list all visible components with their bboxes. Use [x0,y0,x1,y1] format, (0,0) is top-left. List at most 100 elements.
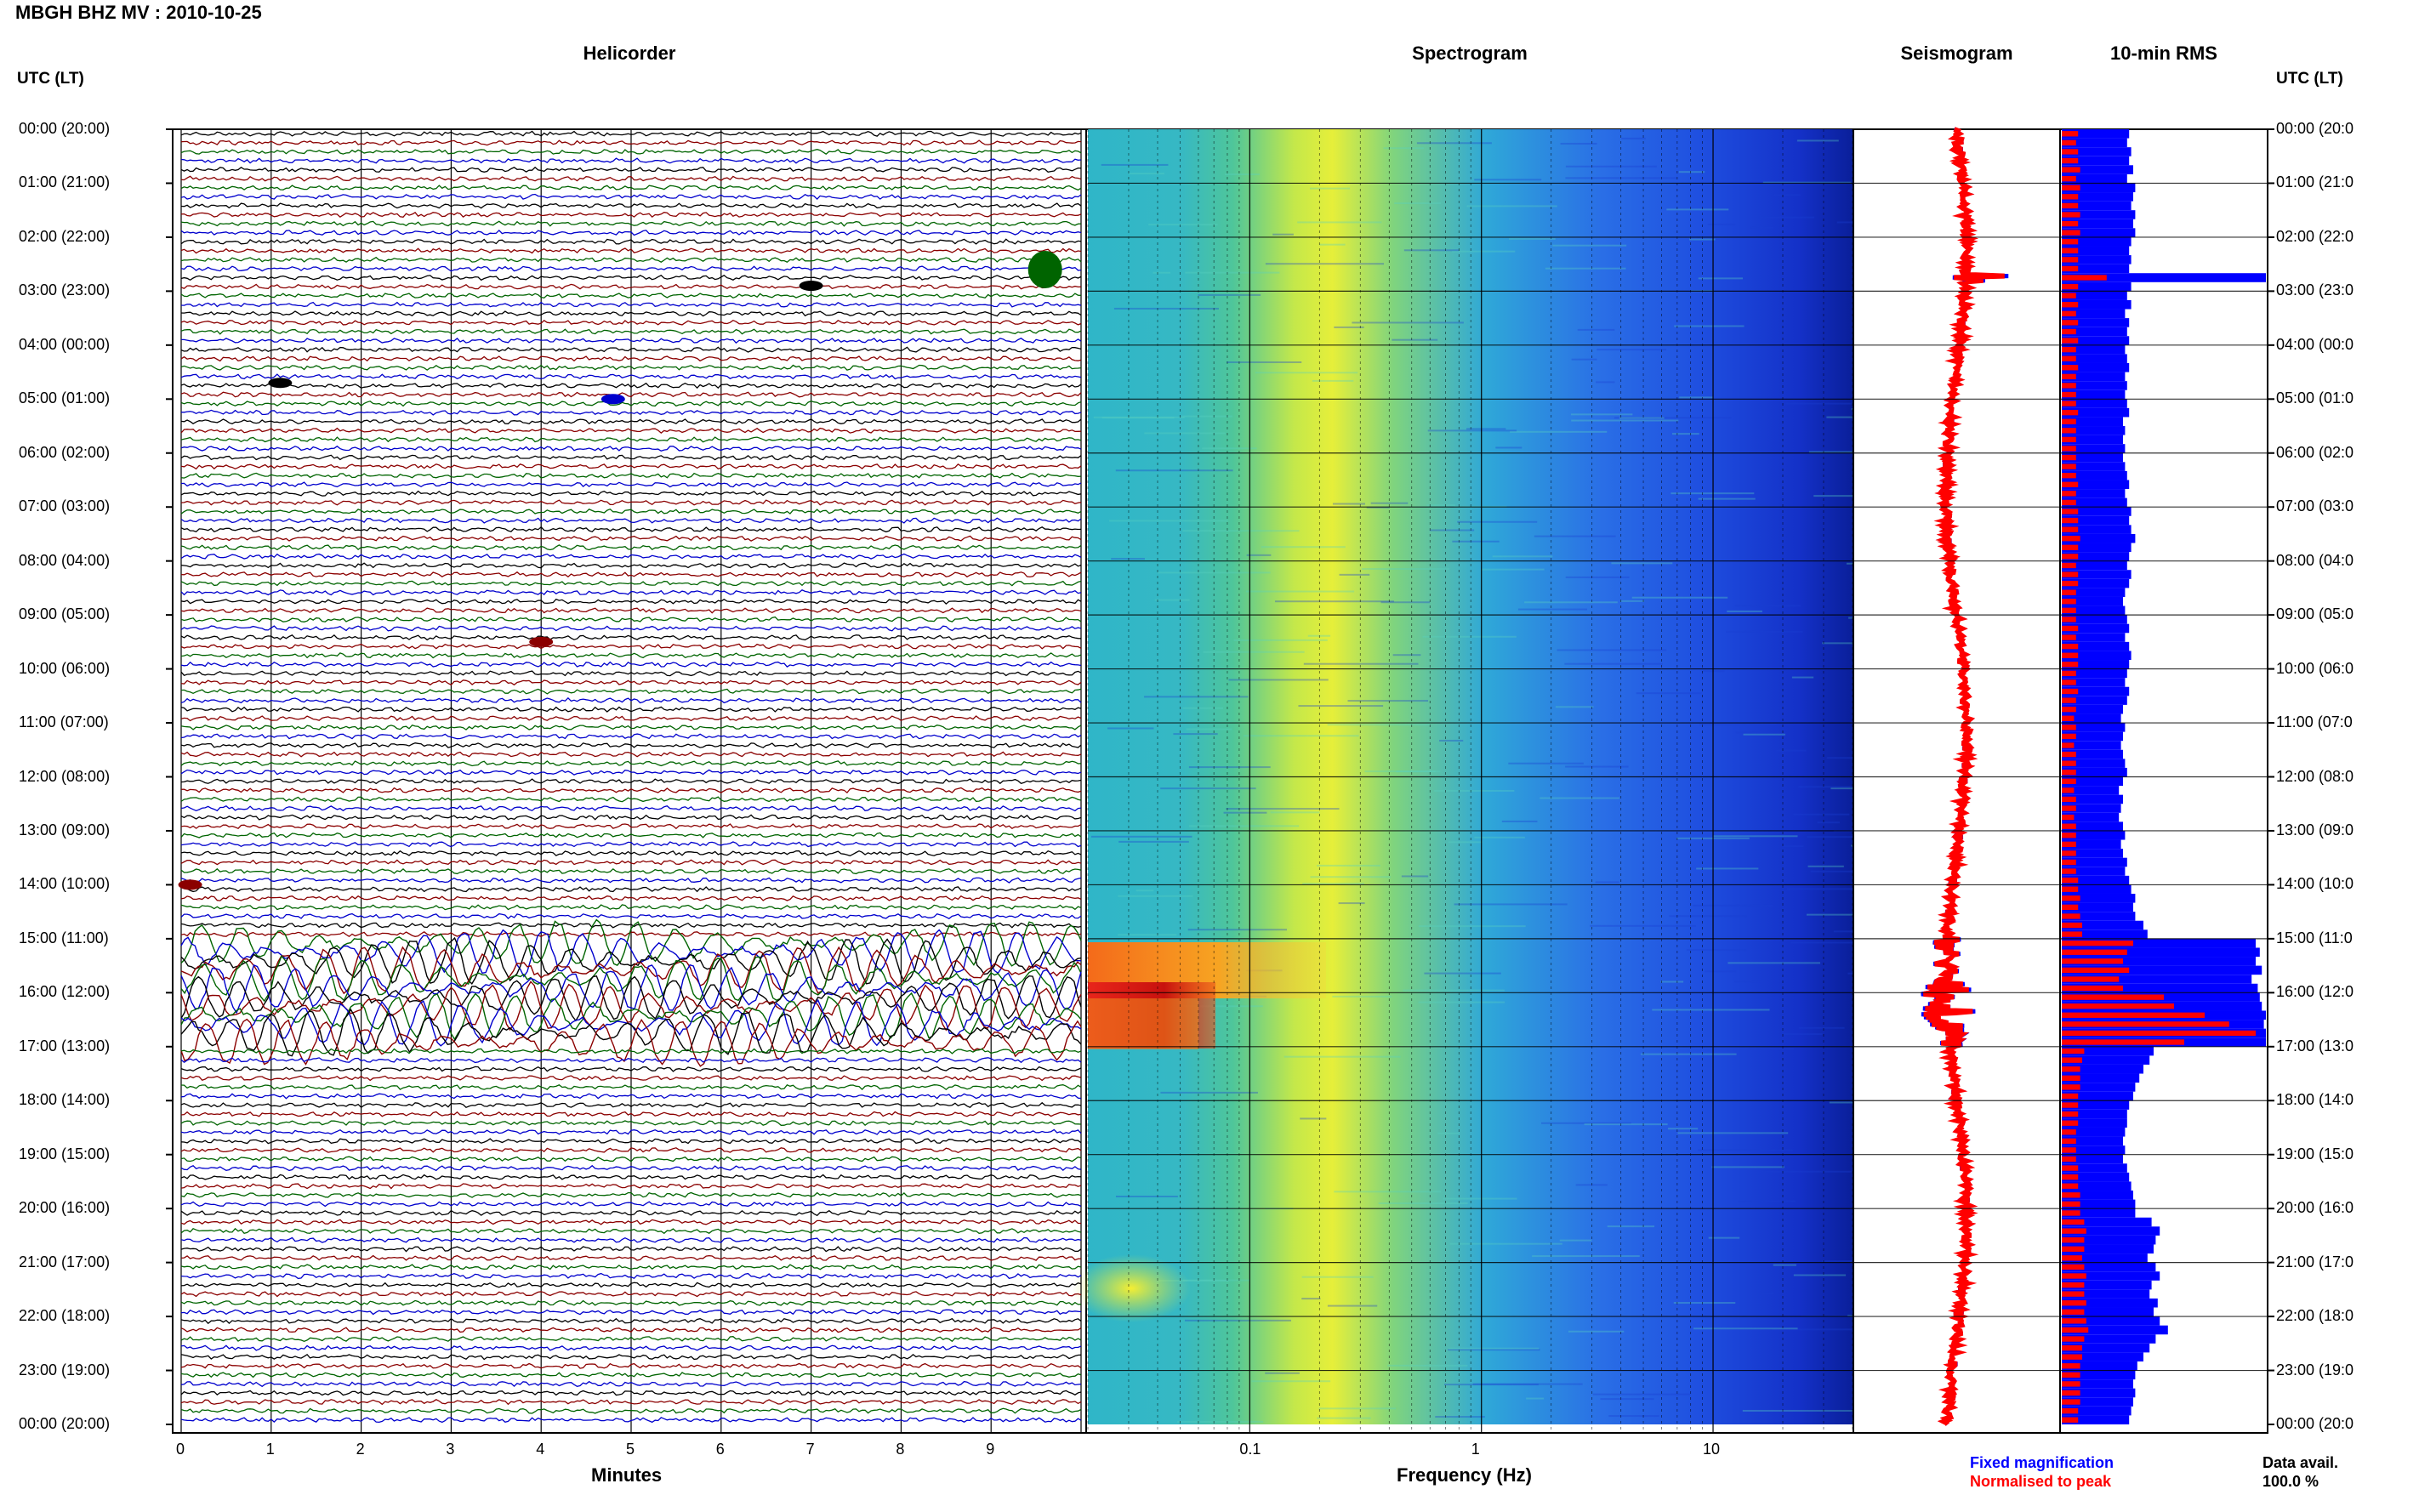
spectrogram-streak [1734,605,1801,607]
spectrogram-streak [1705,970,1737,973]
helicorder-trace [180,265,1082,272]
rms-bar-fixed [2062,515,2130,526]
spectrogram-streak [1184,1319,1291,1322]
time-label-left: 18:00 (14:00) [19,1091,111,1109]
time-label-right: 15:00 (11:0 [2276,929,2353,946]
helicorder-trace [180,804,1082,812]
helicorder-tick-label: 2 [356,1441,365,1458]
time-label-right: 14:00 (10:0 [2276,875,2354,893]
time-label-left: 21:00 (17:00) [19,1253,111,1270]
rms-bar-normalised [2062,446,2076,452]
rms-bar-normalised [2062,625,2079,632]
rms-bar-normalised [2062,770,2076,776]
helicorder-trace [180,1291,1082,1298]
rms-bar-normalised [2062,1228,2086,1234]
rms-bar-fixed [2062,1253,2148,1263]
spectrogram-streak [1707,223,1736,225]
rms-bar-fixed [2062,1064,2143,1074]
helicorder-trace [180,1264,1082,1270]
time-label-right: 04:00 (00:0 [2276,335,2354,353]
spectrogram-streak [1297,221,1382,224]
rms-bar-normalised [2062,796,2076,803]
helicorder-trace [180,625,1082,632]
time-label-left: 09:00 (05:00) [19,605,111,623]
spectrogram-panel [1072,128,1854,1434]
rms-bar-fixed [2062,1118,2127,1128]
rms-bar-fixed [2062,147,2132,156]
rms-bar-normalised [2062,131,2079,137]
rms-bar-fixed [2062,156,2130,166]
spectrogram-streak [1611,562,1673,565]
spectrogram-streak [1226,808,1340,810]
rms-bar-normalised [2062,1273,2086,1279]
rms-bar-fixed [2062,507,2132,516]
rms-bar-normalised [2062,778,2076,784]
rms-bar-fixed [2062,281,2132,292]
helicorder-trace [180,963,1082,1015]
time-label-left: 06:00 (02:00) [19,443,111,461]
helicorder-trace [180,1227,1082,1235]
spectrogram-streak [1265,263,1385,265]
rms-bar-fixed [2062,1100,2130,1110]
helicorder-trace [180,724,1082,730]
rms-bar-fixed [2062,731,2123,742]
spectrogram-streak [1261,546,1346,549]
spectrogram-streak [1674,325,1745,327]
helicorder-trace [180,1309,1082,1316]
rms-bar-fixed [2062,1361,2137,1371]
seismogram-title: Seismogram [1900,43,2013,64]
helicorder-trace [180,418,1082,425]
spectrogram-streak [1310,876,1392,878]
spectrogram-streak [1668,1128,1699,1130]
helicorder-trace [180,598,1082,605]
spectrogram-gridlines [1087,129,1853,1433]
rms-bar-fixed [2062,893,2136,903]
rms-bar-normalised [2062,1407,2079,1414]
helicorder-trace [181,337,1082,344]
helicorder-trace [180,742,1082,749]
spectrogram-streak [1352,321,1464,324]
spectrogram-streak [1773,194,1801,196]
rms-bar-fixed [2062,875,2130,885]
spectrogram-streak [1698,1149,1793,1151]
rms-bar-normalised [2062,338,2079,344]
spectrogram-streak [1743,733,1785,736]
helicorder-trace [180,929,1081,978]
rms-bar-normalised [2062,275,2107,281]
rms-bar-normalised [2062,428,2076,434]
spectrogram-streak [1448,1349,1540,1351]
helicorder-trace [180,427,1082,434]
spectrogram-streak [1148,224,1218,226]
rms-bar-fixed [2062,462,2126,471]
rms-bar-fixed [2062,920,2143,930]
spectrogram-streak [1509,237,1556,240]
rms-bar-normalised [2062,257,2079,263]
rms-bar-fixed [2062,1415,2130,1424]
rms-bar-fixed [2062,849,2123,858]
helicorder-trace [180,185,1082,191]
spectrogram-streak [1101,163,1169,166]
spectrogram-streak [1608,1415,1659,1418]
spectrogram-streak [1265,1372,1300,1374]
spectrogram-streak [1327,1305,1378,1307]
rms-bar-fixed [2062,1091,2133,1101]
spectrogram-streak [1111,558,1145,560]
helicorder-trace [180,998,1082,1047]
rms-bar-normalised [2062,958,2123,964]
spectrogram-streak [1696,867,1759,870]
legend-normalised-to-peak: Normalised to peak [1970,1473,2112,1490]
spectrogram-streak [1733,981,1762,983]
spectrogram-streak [1677,1132,1789,1134]
rms-bar-normalised [2062,536,2080,542]
spectrogram-streak [1711,1166,1784,1168]
rms-bar-normalised [2062,544,2079,550]
spectrogram-streak [1144,696,1249,698]
rms-bar-fixed [2062,821,2123,831]
helicorder-traces [178,130,1082,1424]
helicorder-trace [180,912,1082,920]
spectrogram-streak [1501,820,1538,822]
rms-bar-normalised [2062,1300,2086,1306]
spectrogram-streak [1113,307,1219,310]
spectrogram-streak [1307,634,1331,637]
spectrogram-streak [1185,271,1280,274]
